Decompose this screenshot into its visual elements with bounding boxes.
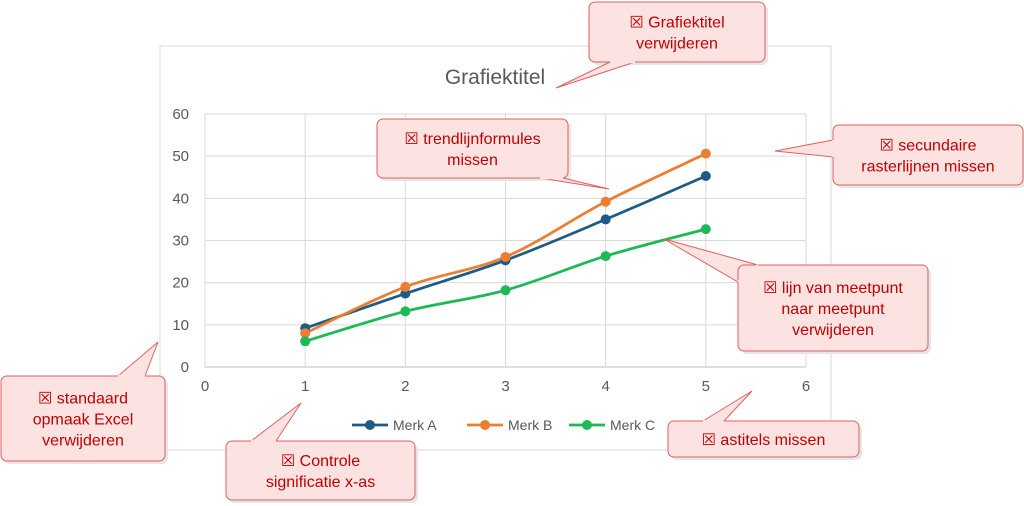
x-tick-label: 3 — [501, 378, 509, 395]
callout-text: ☒ secundaire — [879, 138, 976, 155]
data-point — [300, 336, 311, 347]
callout-lijn: ☒ lijn van meetpunt naar meetpunt verwijde… — [663, 238, 931, 354]
callout-text: significatie x-as — [266, 474, 375, 491]
data-point — [600, 196, 611, 207]
legend: Merk A Merk B Merk C — [352, 417, 655, 433]
callout-text: missen — [447, 152, 498, 169]
legend-label: Merk C — [610, 417, 655, 433]
callout-controle: ☒ Controle significatie x-as — [225, 402, 418, 503]
legend-marker — [365, 420, 375, 430]
callout-box — [225, 440, 416, 501]
x-tick-label: 2 — [401, 378, 409, 395]
callout-joint — [737, 264, 759, 283]
callout-pointer — [116, 341, 159, 377]
legend-marker — [582, 420, 592, 430]
callout-astitels: ☒ astitels missen — [667, 390, 862, 460]
data-point — [600, 214, 611, 225]
callout-box — [667, 420, 860, 458]
y-tick-label: 40 — [172, 190, 189, 207]
data-point — [400, 281, 411, 292]
callout-box — [376, 118, 569, 179]
data-point — [500, 285, 511, 296]
data-point — [500, 251, 511, 262]
callout-text: ☒ astitels missen — [702, 432, 826, 449]
callout-text: verwijderen — [792, 322, 874, 339]
y-tick-label: 50 — [172, 148, 189, 165]
y-tick-label: 60 — [172, 106, 189, 123]
y-tick-label: 30 — [172, 233, 189, 250]
y-tick-label: 0 — [181, 359, 189, 376]
callout-box — [588, 1, 766, 63]
callout-trendlijn: ☒ trendlijnformules missen — [376, 118, 610, 190]
chart-area — [159, 45, 832, 451]
callout-text: verwijderen — [636, 36, 718, 53]
callout-text: naar meetpunt — [781, 301, 885, 318]
data-point — [700, 224, 711, 235]
x-tick-label: 4 — [601, 378, 609, 395]
callout-text: ☒ standaard — [38, 391, 128, 408]
axis-ticks: 0 10 20 30 40 50 60 0 1 2 3 4 5 6 — [172, 106, 810, 395]
x-tick-label: 6 — [802, 378, 810, 395]
callout-text: ☒ trendlijnformules — [404, 131, 540, 148]
y-tick-label: 10 — [172, 317, 189, 334]
callout-box — [737, 264, 929, 352]
callout-text: ☒ lijn van meetpunt — [763, 280, 903, 297]
legend-marker — [480, 420, 490, 430]
callout-raster: ☒ secundaire rasterlijnen missen — [774, 124, 1024, 188]
legend-label: Merk B — [508, 417, 552, 433]
callout-text: ☒ Controle — [281, 453, 360, 470]
x-tick-label: 5 — [702, 378, 710, 395]
callout-text: verwijderen — [42, 433, 124, 450]
callout-text: rasterlijnen missen — [861, 159, 994, 176]
callout-grafiektitel: ☒ Grafiektitel verwijderen — [555, 1, 768, 89]
data-point — [700, 170, 711, 181]
legend-label: Merk A — [393, 417, 437, 433]
data-point — [300, 328, 311, 339]
y-tick-label: 20 — [172, 275, 189, 292]
x-tick-label: 0 — [201, 378, 209, 395]
x-tick-label: 1 — [301, 378, 309, 395]
data-point — [400, 306, 411, 317]
callout-box — [832, 124, 1024, 186]
callout-box — [0, 375, 166, 462]
callout-standaard: ☒ standaard opmaak Excel verwijderen — [0, 341, 168, 464]
data-point — [700, 148, 711, 159]
data-point — [600, 251, 611, 262]
series-points — [300, 148, 711, 347]
callout-text: opmaak Excel — [33, 412, 134, 429]
callout-text: ☒ Grafiektitel — [629, 15, 724, 32]
chart-title: Grafiektitel — [445, 66, 545, 89]
